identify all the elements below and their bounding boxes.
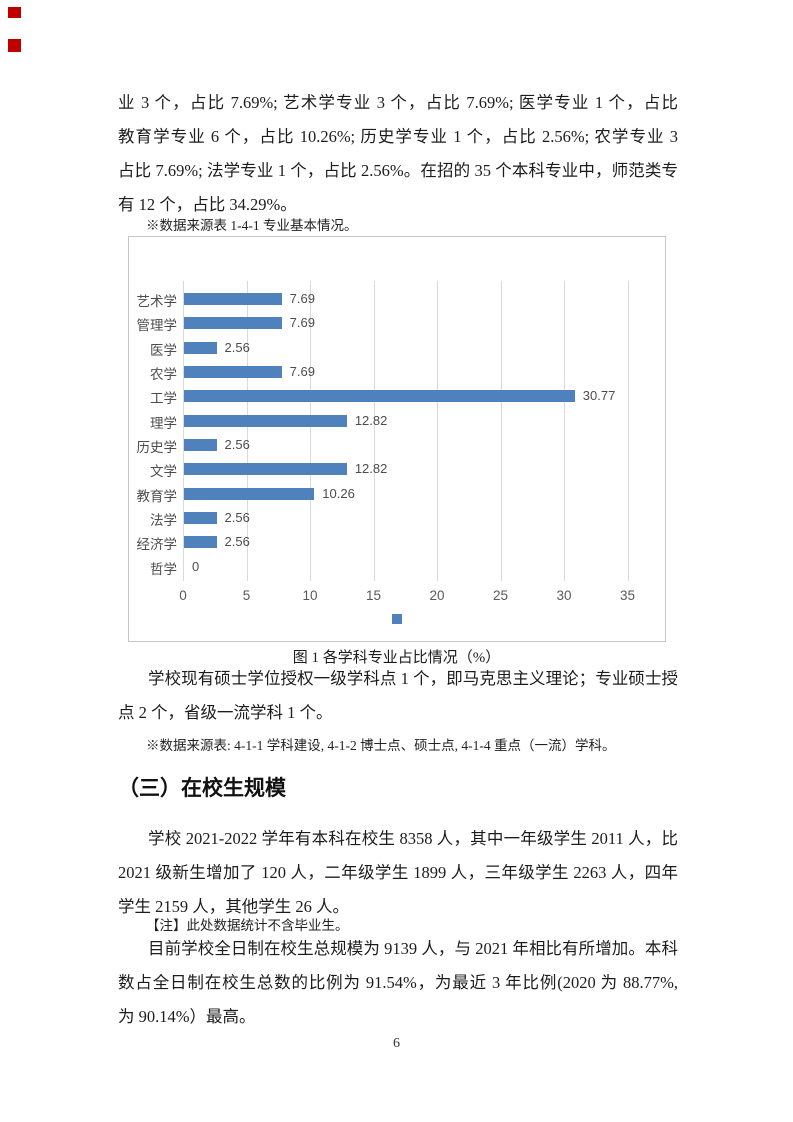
- red-mark: [8, 7, 21, 18]
- category-label: 经济学: [136, 537, 178, 553]
- x-axis-tick-label: 35: [619, 588, 636, 603]
- paragraph-line: 业 3 个，占比 7.69%; 艺术学专业 3 个，占比 7.69%; 医学专业…: [118, 93, 678, 112]
- chart-gridline: [310, 281, 311, 581]
- value-label: 7.69: [289, 315, 315, 331]
- bar: [184, 511, 217, 524]
- bar: [184, 390, 575, 403]
- data-source-note: ※数据来源表 1-4-1 专业基本情况。: [146, 218, 358, 233]
- bar: [184, 487, 315, 500]
- category-label: 教育学: [136, 488, 178, 504]
- bar: [184, 317, 282, 330]
- bar-chart: 0 5 10 15 20 25 30 35 艺术学 7.69 管理学 7.69 医学 2.56 农学 7.69…: [128, 236, 666, 642]
- category-label: 农学: [150, 366, 177, 382]
- bar: [184, 341, 217, 354]
- x-axis-tick-label: 25: [492, 588, 509, 603]
- category-label: 法学: [150, 512, 177, 528]
- chart-gridline: [500, 281, 502, 581]
- paragraph-line: 有 12 个，占比 34.29%。: [118, 195, 297, 214]
- paragraph-line: 学校现有硕士学位授权一级学科点 1 个，即马克思主义理论；专业硕士授权: [148, 669, 678, 688]
- paragraph-line: 占比 7.69%; 法学专业 1 个，占比 2.56%。在招的 35 个本科专业…: [118, 161, 678, 180]
- paragraph-line: 学生 2159 人，其他学生 26 人。: [118, 897, 349, 916]
- data-source-note: ※数据来源表: 4-1-1 学科建设, 4-1-2 博士点、硕士点, 4-1-4…: [146, 738, 616, 753]
- value-label: 12.82: [354, 461, 388, 477]
- figure-caption: 图 1 各学科专业占比情况（%）: [292, 650, 501, 666]
- chart-gridline: [183, 281, 184, 581]
- x-axis-tick-label: 0: [179, 588, 187, 603]
- remark-note: 【注】此处数据统计不含毕业生。: [146, 918, 349, 933]
- paragraph-line: 教育学专业 6 个，占比 10.26%; 历史学专业 1 个，占比 2.56%;…: [118, 127, 678, 146]
- x-axis-tick-label: 5: [242, 588, 251, 603]
- paragraph-line: 数占全日制在校生总数的比例为 91.54%，为最近 3 年比例(2020 为 8…: [118, 973, 678, 992]
- red-mark: [8, 39, 21, 52]
- value-label: 7.69: [289, 291, 315, 306]
- value-label: 10.26: [322, 485, 355, 501]
- bar: [184, 463, 347, 476]
- category-label: 管理学: [136, 318, 178, 334]
- category-label: 艺术学: [136, 294, 178, 309]
- value-label: 2.56: [224, 534, 250, 550]
- value-label: 30.77: [582, 388, 616, 404]
- paragraph-line: 2021 级新生增加了 120 人，二年级学生 1899 人，三年级学生 226…: [118, 863, 678, 882]
- category-label: 文学: [150, 464, 177, 480]
- bar: [184, 365, 282, 378]
- value-label: 2.56: [224, 339, 250, 355]
- category-label: 哲学: [150, 561, 177, 577]
- x-axis-tick-label: 15: [365, 588, 382, 603]
- paragraph-line: 点 2 个，省级一流学科 1 个。: [118, 703, 333, 722]
- category-label: 历史学: [136, 439, 178, 455]
- value-label: 7.69: [289, 363, 315, 379]
- x-axis-tick-label: 20: [429, 588, 445, 603]
- category-label: 医学: [150, 342, 177, 358]
- chart-gridline: [437, 281, 438, 581]
- value-label: 2.56: [224, 509, 250, 525]
- bar: [184, 536, 217, 549]
- legend-marker: [392, 614, 402, 624]
- paragraph-line: 学校 2021-2022 学年有本科在校生 8358 人，其中一年级学生 201…: [148, 829, 678, 848]
- chart-gridline: [373, 281, 375, 581]
- page-number: 6: [393, 1036, 400, 1051]
- paragraph-line: 目前学校全日制在校生总规模为 9139 人，与 2021 年相比有所增加。本科生: [148, 939, 678, 958]
- chart-gridline: [246, 281, 248, 581]
- paragraph-line: 为 90.14%）最高。: [118, 1007, 256, 1026]
- x-axis-tick-label: 30: [556, 588, 572, 603]
- value-label: 12.82: [354, 412, 388, 428]
- bar: [184, 438, 217, 451]
- x-axis-tick-label: 10: [302, 588, 318, 603]
- value-label: 0: [192, 558, 200, 574]
- category-label: 工学: [150, 391, 177, 407]
- section-heading: （三）在校生规模: [118, 777, 286, 800]
- chart-gridline: [627, 281, 629, 581]
- chart-gridline: [564, 281, 565, 581]
- bar: [184, 293, 282, 305]
- category-label: 理学: [150, 415, 177, 431]
- value-label: 2.56: [224, 436, 250, 452]
- bar: [184, 414, 347, 427]
